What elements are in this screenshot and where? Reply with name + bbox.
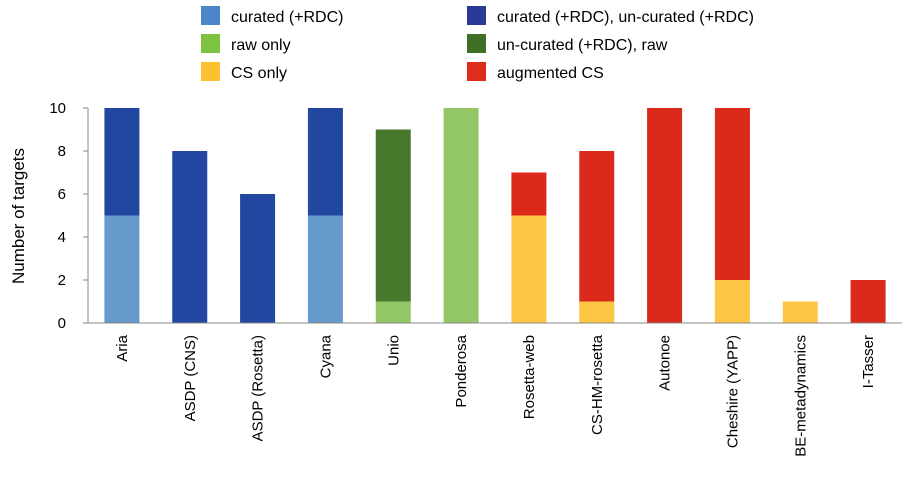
y-ticks: 0 2 4 6 8 10 xyxy=(49,100,88,332)
x-tick-label: BE-metadynamics xyxy=(792,335,809,457)
y-tick-label: 0 xyxy=(58,315,66,332)
bar-unio-raw-only xyxy=(375,301,411,323)
bar-asdp-cns-curated-rdc-un-curated-rdc xyxy=(172,151,208,323)
x-tick-label: Rosetta-web xyxy=(521,335,538,419)
bar-cs-hm-rosetta-augmented-cs xyxy=(579,151,615,302)
bar-cyana-curated-rdc xyxy=(307,215,343,323)
y-tick-label: 6 xyxy=(58,186,66,203)
bar-cheshire-yapp-augmented-cs xyxy=(714,108,750,280)
y-tick-label: 4 xyxy=(58,229,66,246)
bar-cyana-curated-rdc-un-curated-rdc xyxy=(307,108,343,216)
bar-rosetta-web-augmented-cs xyxy=(511,172,547,216)
bar-i-tasser-augmented-cs xyxy=(850,280,886,323)
legend-swatch-curated-rdc xyxy=(201,6,220,25)
axes xyxy=(87,108,902,324)
y-tick-label: 10 xyxy=(49,100,66,117)
legend-swatch-augmented-cs xyxy=(467,62,486,81)
bar-cs-hm-rosetta-cs-only xyxy=(579,301,615,323)
x-tick-label: Aria xyxy=(114,334,131,361)
legend-swatch-curated-rdc-un-curated-rdc xyxy=(467,6,486,25)
x-tick-label: I-Tasser xyxy=(860,335,877,388)
legend-label-cs-only: CS only xyxy=(231,65,287,82)
x-tick-label: ASDP (CNS) xyxy=(182,335,199,421)
x-tick-label: CS-HM-rosetta xyxy=(589,334,606,435)
x-tick-label: ASDP (Rosetta) xyxy=(250,335,267,441)
bar-rosetta-web-cs-only xyxy=(511,215,547,323)
x-tick-label: Cyana xyxy=(317,334,334,378)
x-tick-label: Cheshire (YAPP) xyxy=(724,335,741,448)
legend-swatch-cs-only xyxy=(201,62,220,81)
x-tick-labels: Aria ASDP (CNS) ASDP (Rosetta) Cyana Unio Pon… xyxy=(114,334,877,456)
bar-cheshire-yapp-cs-only xyxy=(714,280,750,323)
x-tick-label: Autonoe xyxy=(657,335,674,391)
legend-swatch-raw-only xyxy=(201,34,220,53)
x-tick-label: Ponderosa xyxy=(453,334,470,407)
legend: curated (+RDC) raw only CS only curated (+R… xyxy=(201,6,754,82)
y-axis-title: Number of targets xyxy=(9,148,28,284)
legend-swatch-un-curated-rdc-raw xyxy=(467,34,486,53)
bar-asdp-rosetta-curated-rdc-un-curated-rdc xyxy=(240,194,276,323)
bar-autonoe-augmented-cs xyxy=(647,108,683,323)
bar-ponderosa-raw-only xyxy=(443,108,479,323)
x-tick-label: Unio xyxy=(385,335,402,366)
legend-label-curated-rdc-un-curated-rdc: curated (+RDC), un-curated (+RDC) xyxy=(497,9,754,26)
bar-aria-curated-rdc xyxy=(104,215,140,323)
bar-be-metadynamics-cs-only xyxy=(782,301,818,323)
legend-label-raw-only: raw only xyxy=(231,37,291,54)
bars xyxy=(104,108,886,323)
legend-label-curated-rdc: curated (+RDC) xyxy=(231,9,343,26)
legend-label-augmented-cs: augmented CS xyxy=(497,65,604,82)
y-tick-label: 2 xyxy=(58,272,66,289)
bar-aria-curated-rdc-un-curated-rdc xyxy=(104,108,140,216)
legend-label-un-curated-rdc-raw: un-curated (+RDC), raw xyxy=(497,37,668,54)
bar-unio-un-curated-rdc-raw xyxy=(375,129,411,302)
y-tick-label: 8 xyxy=(58,143,66,160)
